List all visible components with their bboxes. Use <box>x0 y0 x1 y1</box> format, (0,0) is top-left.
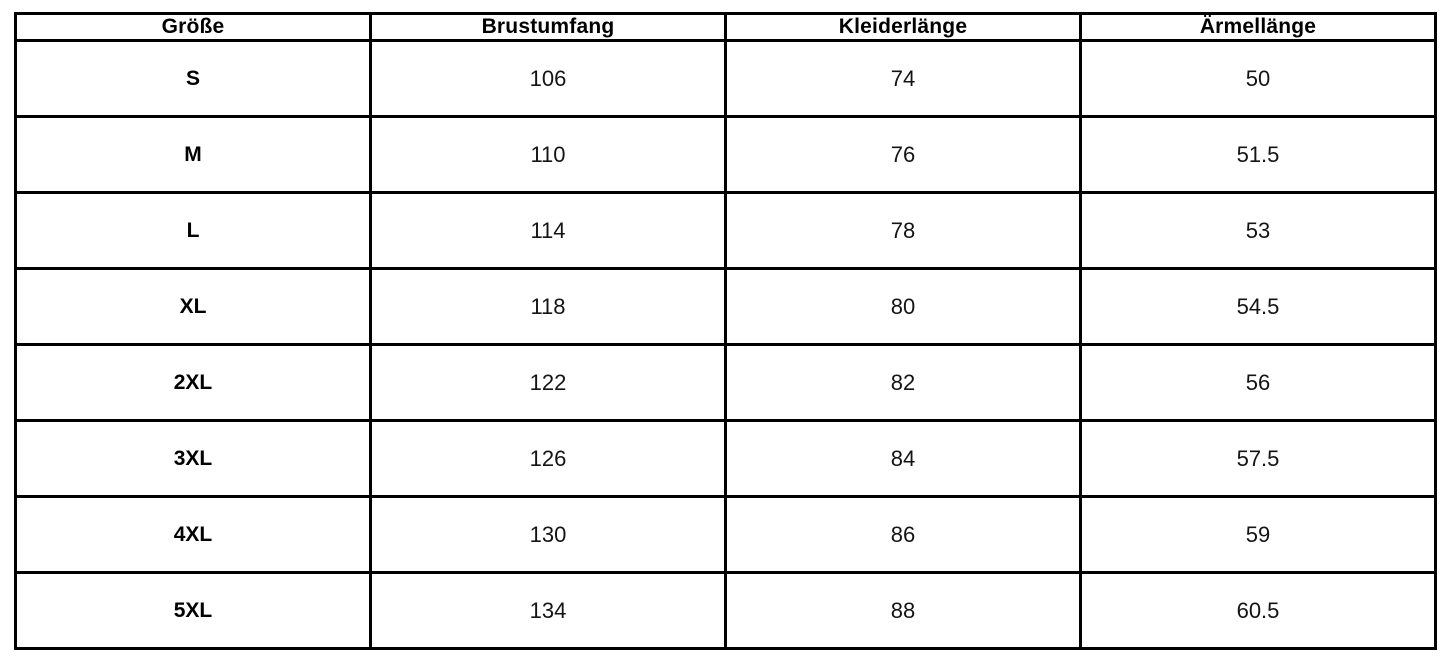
table-row: 5XL 134 88 60.5 <box>14 571 1437 650</box>
table-row: 3XL 126 84 57.5 <box>14 419 1437 498</box>
measurement-cell: 56 <box>1079 343 1437 422</box>
measurement-cell: 106 <box>369 39 727 118</box>
column-header: Kleiderlänge <box>724 12 1082 42</box>
table-row: 2XL 122 82 56 <box>14 343 1437 422</box>
size-cell: XL <box>14 267 372 346</box>
measurement-cell: 114 <box>369 191 727 270</box>
size-cell: 2XL <box>14 343 372 422</box>
measurement-cell: 84 <box>724 419 1082 498</box>
measurement-cell: 118 <box>369 267 727 346</box>
header-row: Größe Brustumfang Kleiderlänge Ärmellänge <box>14 12 1437 42</box>
column-header: Ärmellänge <box>1079 12 1437 42</box>
size-cell: S <box>14 39 372 118</box>
measurement-cell: 82 <box>724 343 1082 422</box>
measurement-cell: 122 <box>369 343 727 422</box>
table-row: 4XL 130 86 59 <box>14 495 1437 574</box>
size-cell: 5XL <box>14 571 372 650</box>
size-chart-table: Größe Brustumfang Kleiderlänge Ärmellänge S… <box>14 12 1437 650</box>
measurement-cell: 53 <box>1079 191 1437 270</box>
measurement-cell: 57.5 <box>1079 419 1437 498</box>
measurement-cell: 130 <box>369 495 727 574</box>
size-cell: 3XL <box>14 419 372 498</box>
size-cell: L <box>14 191 372 270</box>
measurement-cell: 110 <box>369 115 727 194</box>
measurement-cell: 60.5 <box>1079 571 1437 650</box>
column-header: Größe <box>14 12 372 42</box>
measurement-cell: 74 <box>724 39 1082 118</box>
measurement-cell: 76 <box>724 115 1082 194</box>
measurement-cell: 134 <box>369 571 727 650</box>
size-cell: 4XL <box>14 495 372 574</box>
measurement-cell: 80 <box>724 267 1082 346</box>
measurement-cell: 78 <box>724 191 1082 270</box>
table-row: L 114 78 53 <box>14 191 1437 270</box>
measurement-cell: 86 <box>724 495 1082 574</box>
measurement-cell: 54.5 <box>1079 267 1437 346</box>
column-header: Brustumfang <box>369 12 727 42</box>
measurement-cell: 88 <box>724 571 1082 650</box>
measurement-cell: 59 <box>1079 495 1437 574</box>
table-row: M 110 76 51.5 <box>14 115 1437 194</box>
measurement-cell: 126 <box>369 419 727 498</box>
table-row: XL 118 80 54.5 <box>14 267 1437 346</box>
measurement-cell: 51.5 <box>1079 115 1437 194</box>
measurement-cell: 50 <box>1079 39 1437 118</box>
table-row: S 106 74 50 <box>14 39 1437 118</box>
size-cell: M <box>14 115 372 194</box>
